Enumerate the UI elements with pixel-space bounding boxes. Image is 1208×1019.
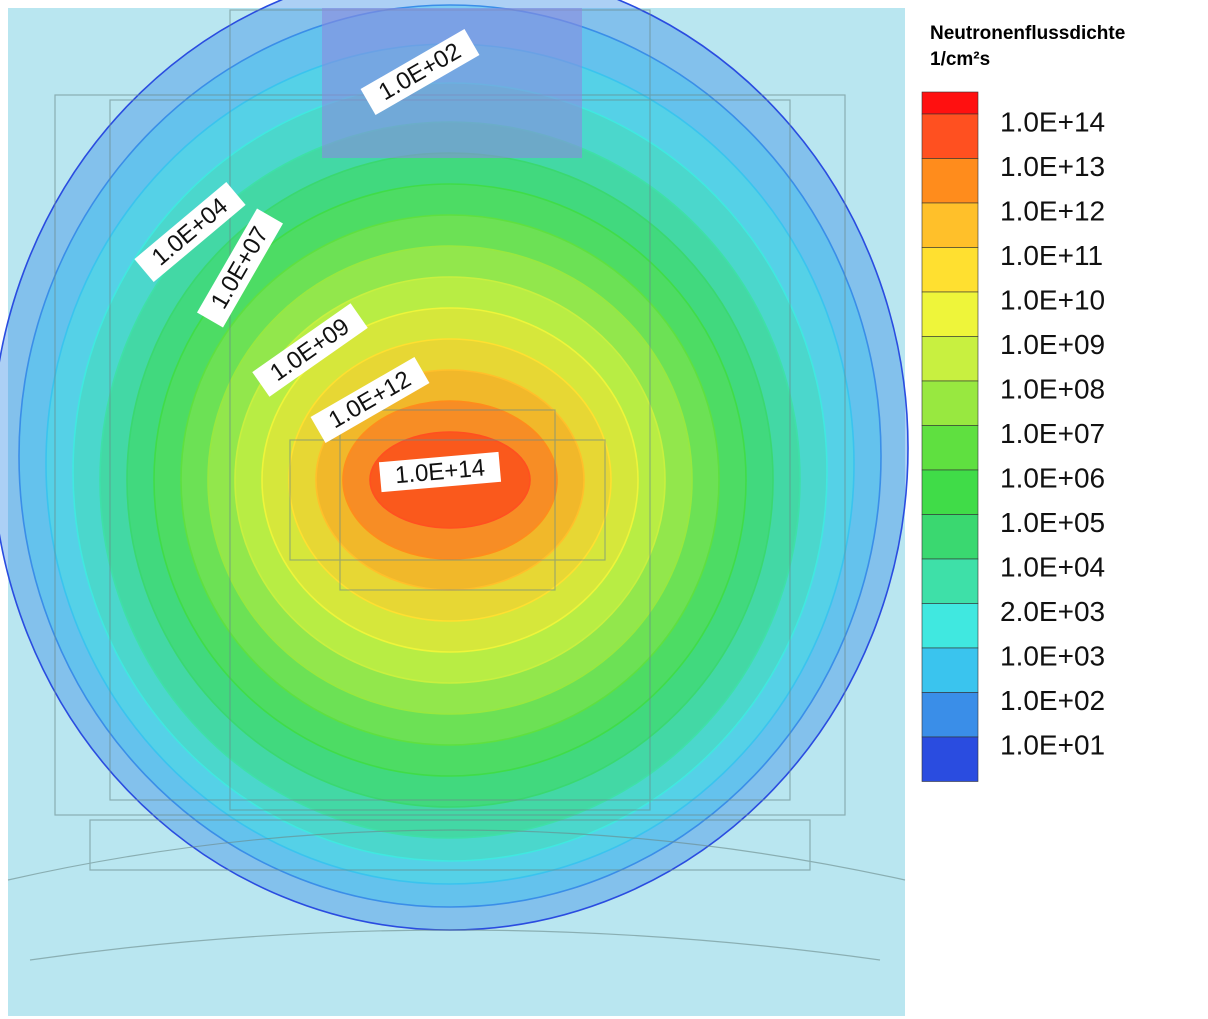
contour-label-bg xyxy=(310,357,430,443)
legend-swatch xyxy=(921,469,979,515)
control-rod-region xyxy=(322,8,582,158)
contour-label-bg xyxy=(197,208,283,328)
legend-swatch xyxy=(921,247,979,293)
legend-label: 2.0E+03 xyxy=(1000,596,1105,627)
legend-swatch xyxy=(921,425,979,471)
contour-label: 1.0E+14 xyxy=(378,451,502,493)
legend-swatch xyxy=(921,736,979,782)
legend-label: 1.0E+07 xyxy=(1000,418,1105,449)
legend-label: 1.0E+09 xyxy=(1000,329,1105,360)
legend: 1.0E+14 1.0E+13 1.0E+12 1.0E+11 1.0E+10 1.0E+… xyxy=(921,91,1105,782)
legend-swatch xyxy=(921,158,979,204)
legend-swatch xyxy=(921,603,979,649)
legend-swatch xyxy=(921,202,979,248)
legend-swatch xyxy=(921,558,979,604)
legend-label: 1.0E+04 xyxy=(1000,551,1105,582)
contour-label-bg xyxy=(134,181,246,283)
legend-title: Neutronenflussdichte xyxy=(930,23,1125,44)
legend-label: 1.0E+12 xyxy=(1000,195,1105,226)
legend-swatch xyxy=(921,692,979,738)
legend-label: 1.0E+13 xyxy=(1000,151,1105,182)
contour-label-bg xyxy=(360,29,480,115)
legend-unit: 1/cm²s xyxy=(930,49,990,70)
legend-label: 1.0E+01 xyxy=(1000,729,1105,760)
legend-swatch xyxy=(921,380,979,426)
map-background xyxy=(8,8,905,1016)
legend-swatch xyxy=(921,336,979,382)
legend-swatch xyxy=(921,91,979,115)
legend-swatch xyxy=(921,291,979,337)
legend-label: 1.0E+02 xyxy=(1000,685,1105,716)
legend-label: 1.0E+06 xyxy=(1000,462,1105,493)
contour-label-bg xyxy=(252,303,368,397)
legend-label: 1.0E+05 xyxy=(1000,507,1105,538)
legend-label: 1.0E+08 xyxy=(1000,373,1105,404)
legend-label: 1.0E+11 xyxy=(1000,240,1103,271)
legend-label: 1.0E+10 xyxy=(1000,284,1105,315)
contour-region xyxy=(18,4,882,908)
legend-label: 1.0E+03 xyxy=(1000,640,1105,671)
legend-label: 1.0E+14 xyxy=(1000,106,1105,137)
legend-swatch xyxy=(921,113,979,159)
legend-swatch xyxy=(921,647,979,693)
contour-label-bg xyxy=(378,451,502,493)
legend-swatch xyxy=(921,514,979,560)
